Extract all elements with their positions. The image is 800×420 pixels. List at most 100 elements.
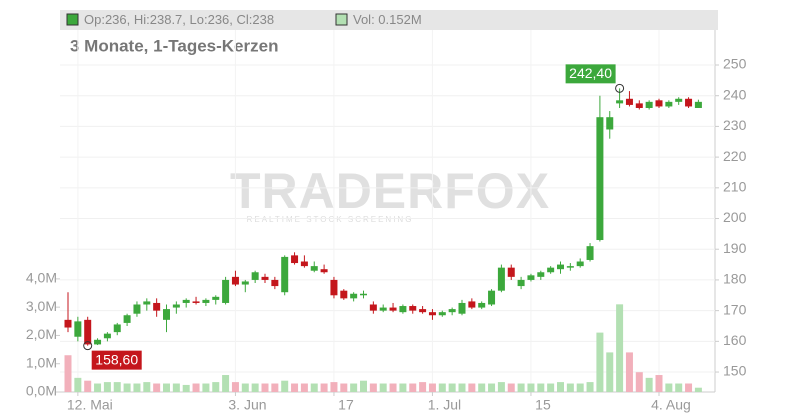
candle-body — [369, 304, 377, 311]
candle-body — [566, 266, 574, 268]
header-ohlc: Op:236, Hi:238.7, Lo:236, Cl:238 — [84, 12, 274, 27]
candle-body — [458, 302, 466, 314]
volume-bar — [360, 380, 367, 392]
y-tick-label: 160 — [723, 332, 747, 348]
candle-body — [576, 261, 584, 267]
candle-body — [192, 301, 200, 303]
candle-body — [399, 306, 407, 313]
y2-tick-label: 2,0M — [26, 326, 57, 342]
volume-bar — [212, 382, 220, 392]
volume-bar — [84, 380, 92, 392]
candle-body — [468, 301, 476, 308]
volume-bar — [261, 383, 269, 392]
volume-bar — [428, 383, 436, 392]
candle-body — [143, 301, 151, 305]
candle-body — [172, 304, 180, 308]
candle-body — [616, 100, 624, 104]
candle-body — [153, 302, 161, 311]
annotation-label: 242,40 — [569, 65, 612, 81]
candle-body — [123, 315, 131, 323]
volume-bar — [94, 383, 102, 392]
candle-body — [113, 324, 121, 333]
candle-body — [212, 296, 220, 300]
candle-body — [428, 312, 436, 316]
volume-bar — [231, 382, 239, 392]
y-tick-label: 190 — [723, 240, 747, 256]
candle-body — [281, 256, 289, 293]
volume-bar — [163, 383, 170, 392]
volume-bar — [123, 383, 131, 392]
volume-bar — [616, 304, 624, 392]
candle-body — [586, 246, 594, 260]
volume-bar — [133, 383, 141, 392]
volume-bar — [645, 377, 653, 392]
x-tick-label: 4. Aug — [651, 397, 691, 413]
volume-bar — [537, 383, 545, 392]
volume-bar — [222, 375, 230, 392]
candle-body — [202, 299, 210, 303]
volume-bar — [153, 383, 161, 392]
volume-bar — [340, 383, 348, 392]
subtitle: 3 Monate, 1-Tages-Kerzen — [70, 36, 278, 55]
x-tick-label: 1. Jul — [428, 397, 461, 413]
candle-body — [409, 306, 417, 311]
annotation-label: 158,60 — [95, 351, 138, 367]
y-tick-label: 210 — [723, 179, 747, 195]
volume-bar — [291, 383, 299, 392]
candle-body — [537, 272, 545, 277]
volume-bar — [320, 383, 328, 392]
candle-body — [596, 117, 604, 241]
volume-bar — [369, 383, 377, 392]
volume-bar — [497, 382, 505, 392]
candle-body — [379, 307, 387, 311]
volume-bar — [576, 383, 584, 392]
volume-bar — [517, 383, 525, 392]
candle-body — [488, 290, 496, 305]
candle-body — [94, 339, 102, 345]
header-volume: Vol: 0.152M — [353, 12, 422, 27]
volume-bar — [557, 382, 564, 392]
candle-body — [103, 333, 111, 339]
volume-bar — [300, 383, 308, 392]
candle-body — [694, 101, 702, 108]
volume-bar — [182, 384, 190, 392]
candle-body — [133, 304, 141, 314]
y-tick-label: 250 — [723, 56, 747, 72]
volume-bar — [419, 382, 427, 392]
volume-bar — [399, 383, 407, 392]
volume-bar — [350, 383, 358, 392]
x-tick-label: 17 — [338, 397, 354, 413]
volume-bar — [74, 377, 82, 392]
x-tick-label: 15 — [535, 397, 551, 413]
header-bar — [60, 10, 718, 30]
volume-bar — [281, 380, 289, 392]
candle-body — [163, 309, 170, 320]
y-tick-label: 170 — [723, 301, 747, 317]
volume-bar — [685, 383, 693, 392]
candle-body — [241, 281, 249, 285]
candle-body — [497, 267, 505, 291]
candle-body — [222, 279, 230, 303]
volume-bar — [586, 382, 594, 392]
annotation-marker — [615, 83, 625, 93]
y-tick-label: 150 — [723, 363, 747, 379]
volume-bar — [675, 383, 683, 392]
candle-body — [64, 319, 72, 328]
volume-bar — [655, 375, 663, 392]
y2-tick-label: 0,0M — [26, 383, 57, 399]
candle-body — [517, 279, 525, 287]
x-tick-label: 3. Jun — [228, 397, 266, 413]
candle-body — [261, 276, 269, 280]
volume-bar — [64, 355, 72, 392]
volume-swatch — [335, 13, 348, 26]
annotation-box — [91, 350, 142, 370]
volume-bar — [468, 383, 476, 392]
candle-body — [675, 98, 683, 102]
y-tick-label: 180 — [723, 271, 747, 287]
candle-body — [350, 293, 358, 299]
annotation-box — [565, 64, 616, 84]
y-tick-label: 200 — [723, 209, 747, 225]
candle-body — [606, 117, 614, 130]
volume-bar — [202, 383, 210, 392]
candle-body — [557, 264, 564, 270]
